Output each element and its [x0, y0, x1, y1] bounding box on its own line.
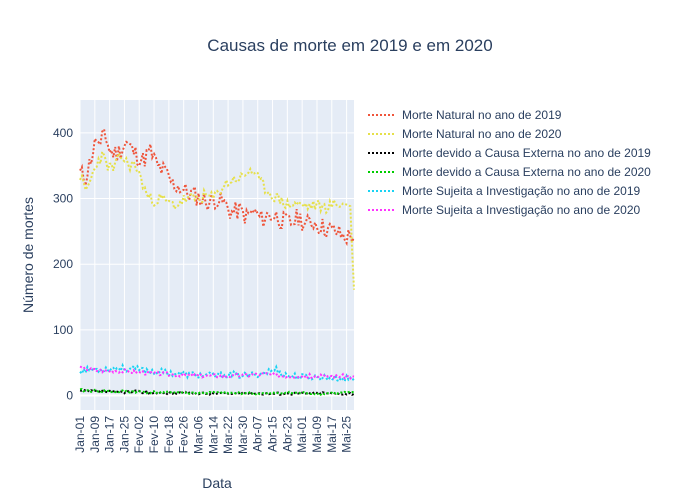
- x-tick-label: Jan-25: [117, 416, 131, 453]
- x-tick-label: Mar-30: [236, 416, 250, 454]
- legend-entry: Morte devido a Causa Externa no ano de 2…: [402, 146, 651, 160]
- y-tick-label: 0: [66, 389, 73, 403]
- x-axis-ticks: Jan-01 Jan-09 Jan-17 Jan-25 Fev-02 Fev-10 Fev-…: [73, 416, 354, 454]
- x-axis-title: Data: [202, 475, 232, 491]
- y-tick-label: 300: [53, 192, 73, 206]
- series-line: [79, 388, 355, 397]
- x-tick-label: Abr-07: [251, 416, 265, 452]
- x-tick-label: Mai-09: [310, 416, 324, 453]
- x-tick-label: Fev-10: [147, 416, 161, 454]
- legend-entry: Morte Sujeita a Investigação no ano de 2…: [402, 184, 640, 198]
- series-line: [79, 126, 355, 247]
- series-line: [79, 148, 355, 290]
- series-line: [79, 388, 355, 396]
- x-tick-label: Mai-01: [295, 416, 309, 453]
- x-tick-label: Fev-02: [132, 416, 146, 454]
- series-lines: [79, 126, 355, 397]
- x-tick-label: Mai-25: [340, 416, 354, 453]
- x-tick-label: Fev-26: [177, 416, 191, 454]
- y-tick-label: 100: [53, 323, 73, 337]
- plot-area: [80, 100, 354, 410]
- legend-entry: Morte Sujeita a Investigação no ano de 2…: [402, 203, 640, 217]
- y-axis-title: Número de mortes: [20, 197, 36, 313]
- legend-entry: Morte devido a Causa Externa no ano de 2…: [402, 165, 651, 179]
- x-tick-label: Mar-22: [221, 416, 235, 454]
- x-tick-label: Mai-17: [325, 416, 339, 453]
- chart-title: Causas de morte em 2019 e em 2020: [207, 36, 492, 55]
- x-tick-label: Mar-06: [191, 416, 205, 454]
- legend: Morte Natural no ano de 2019 Morte Natura…: [368, 108, 651, 217]
- legend-entry: Morte Natural no ano de 2019: [402, 108, 562, 122]
- x-tick-label: Mar-14: [206, 416, 220, 454]
- grid: [79, 100, 354, 410]
- series-line: [79, 365, 355, 380]
- x-tick-label: Fev-18: [162, 416, 176, 454]
- y-tick-label: 200: [53, 257, 73, 271]
- x-tick-label: Jan-17: [103, 416, 117, 453]
- legend-entry: Morte Natural no ano de 2020: [402, 127, 562, 141]
- y-tick-label: 400: [53, 126, 73, 140]
- x-tick-label: Abr-23: [280, 416, 294, 452]
- x-tick-label: Jan-09: [88, 416, 102, 453]
- y-axis-ticks: 0 100 200 300 400: [53, 126, 73, 403]
- x-tick-label: Jan-01: [73, 416, 87, 453]
- x-tick-label: Abr-15: [266, 416, 280, 452]
